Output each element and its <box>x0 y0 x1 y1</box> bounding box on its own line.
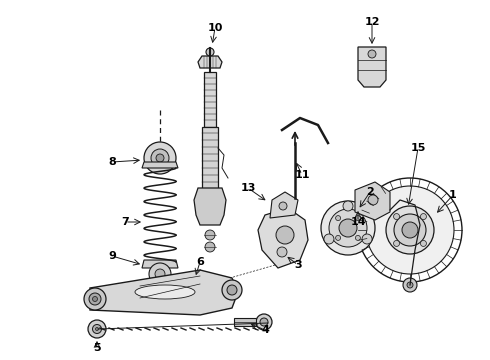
Text: 9: 9 <box>108 251 116 261</box>
Circle shape <box>393 213 399 220</box>
Circle shape <box>362 234 372 244</box>
Text: 15: 15 <box>410 143 426 153</box>
Circle shape <box>324 234 334 244</box>
Circle shape <box>205 230 215 240</box>
Bar <box>204 72 216 127</box>
Polygon shape <box>90 270 238 315</box>
Circle shape <box>260 318 268 326</box>
Circle shape <box>407 282 413 288</box>
Circle shape <box>336 216 341 221</box>
Text: 11: 11 <box>294 170 310 180</box>
Polygon shape <box>355 182 390 220</box>
Circle shape <box>386 206 434 254</box>
Circle shape <box>366 186 454 274</box>
Circle shape <box>93 324 101 333</box>
Text: 12: 12 <box>364 17 380 27</box>
Bar <box>202 127 218 189</box>
Text: 3: 3 <box>294 260 302 270</box>
Circle shape <box>89 293 101 305</box>
Polygon shape <box>358 47 386 87</box>
Polygon shape <box>198 56 222 68</box>
Circle shape <box>402 222 418 238</box>
Circle shape <box>420 213 426 220</box>
Polygon shape <box>142 260 178 268</box>
Text: 6: 6 <box>196 257 204 267</box>
Circle shape <box>149 263 171 285</box>
Circle shape <box>206 48 214 56</box>
Circle shape <box>222 280 242 300</box>
Circle shape <box>205 242 215 252</box>
Circle shape <box>393 240 399 247</box>
Polygon shape <box>270 192 298 218</box>
Text: 1: 1 <box>449 190 457 200</box>
Circle shape <box>144 142 176 174</box>
Polygon shape <box>258 208 308 268</box>
Text: 14: 14 <box>350 217 366 227</box>
Circle shape <box>343 201 353 211</box>
Text: 10: 10 <box>207 23 222 33</box>
Circle shape <box>93 297 98 302</box>
Circle shape <box>368 195 378 205</box>
Circle shape <box>256 314 272 330</box>
Text: 5: 5 <box>93 343 101 353</box>
Circle shape <box>151 149 169 167</box>
Polygon shape <box>194 188 226 225</box>
Text: 2: 2 <box>366 187 374 197</box>
Circle shape <box>155 269 165 279</box>
Circle shape <box>156 154 164 162</box>
Circle shape <box>336 235 341 240</box>
Circle shape <box>88 320 106 338</box>
Polygon shape <box>142 162 178 168</box>
Circle shape <box>279 202 287 210</box>
Circle shape <box>355 216 361 221</box>
Circle shape <box>321 201 375 255</box>
Circle shape <box>420 240 426 247</box>
Bar <box>234 318 256 326</box>
Circle shape <box>403 278 417 292</box>
Circle shape <box>277 247 287 257</box>
Circle shape <box>276 226 294 244</box>
Circle shape <box>84 288 106 310</box>
Circle shape <box>329 209 367 247</box>
Circle shape <box>355 235 361 240</box>
Text: 8: 8 <box>108 157 116 167</box>
Text: 7: 7 <box>121 217 129 227</box>
Ellipse shape <box>135 285 195 299</box>
Circle shape <box>96 328 98 330</box>
Text: 4: 4 <box>261 325 269 335</box>
Text: 13: 13 <box>240 183 256 193</box>
Circle shape <box>394 214 426 246</box>
Circle shape <box>227 285 237 295</box>
Circle shape <box>339 219 357 237</box>
Circle shape <box>368 50 376 58</box>
